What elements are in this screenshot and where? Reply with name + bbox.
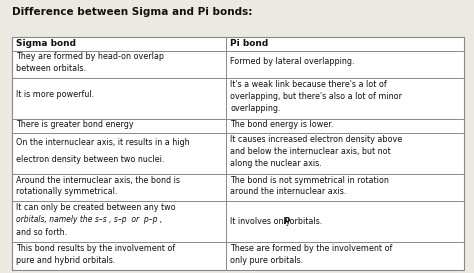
Text: Around the internuclear axis, the bond is: Around the internuclear axis, the bond i… — [16, 176, 180, 185]
Text: Pi bond: Pi bond — [230, 39, 268, 48]
Text: It's a weak link because there's a lot of: It's a weak link because there's a lot o… — [230, 80, 387, 89]
Text: It involves only: It involves only — [230, 217, 293, 226]
Text: The bond energy is lower.: The bond energy is lower. — [230, 120, 334, 129]
Text: It is more powerful.: It is more powerful. — [16, 90, 94, 99]
Text: only pure orbitals.: only pure orbitals. — [230, 256, 303, 265]
Text: orbitals, namely the s–s , s–p  or  p–p ,: orbitals, namely the s–s , s–p or p–p , — [16, 215, 162, 224]
Text: They are formed by head-on overlap: They are formed by head-on overlap — [16, 52, 164, 61]
Text: along the nuclear axis.: along the nuclear axis. — [230, 159, 322, 168]
Text: between orbitals.: between orbitals. — [16, 64, 86, 73]
Text: rotationally symmetrical.: rotationally symmetrical. — [16, 187, 117, 196]
Text: It causes increased electron density above: It causes increased electron density abo… — [230, 135, 402, 144]
Text: and so forth.: and so forth. — [16, 228, 67, 236]
Text: These are formed by the involvement of: These are formed by the involvement of — [230, 244, 392, 253]
Text: orbitals.: orbitals. — [287, 217, 323, 226]
Text: On the internuclear axis, it results in a high: On the internuclear axis, it results in … — [16, 138, 189, 147]
Text: Difference between Sigma and Pi bonds:: Difference between Sigma and Pi bonds: — [12, 7, 252, 17]
Bar — [12, 37, 464, 270]
Text: P: P — [284, 217, 290, 226]
Text: This bond results by the involvement of: This bond results by the involvement of — [16, 244, 175, 253]
Text: overlapping, but there's also a lot of minor: overlapping, but there's also a lot of m… — [230, 92, 402, 101]
Text: The bond is not symmetrical in rotation: The bond is not symmetrical in rotation — [230, 176, 389, 185]
Text: around the internuclear axis.: around the internuclear axis. — [230, 187, 346, 196]
Text: pure and hybrid orbitals.: pure and hybrid orbitals. — [16, 256, 115, 265]
Text: Sigma bond: Sigma bond — [16, 39, 76, 48]
Text: overlapping.: overlapping. — [230, 104, 281, 113]
Text: There is greater bond energy: There is greater bond energy — [16, 120, 133, 129]
Text: Formed by lateral overlapping.: Formed by lateral overlapping. — [230, 57, 355, 66]
Text: and below the internuclear axis, but not: and below the internuclear axis, but not — [230, 147, 391, 156]
Text: It can only be created between any two: It can only be created between any two — [16, 203, 175, 212]
Text: electron density between two nuclei.: electron density between two nuclei. — [16, 155, 164, 164]
